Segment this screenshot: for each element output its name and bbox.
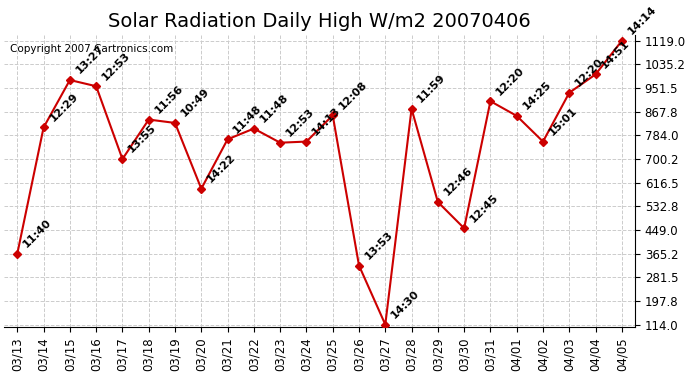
Text: 13:55: 13:55: [126, 123, 158, 155]
Text: 14:22: 14:22: [205, 152, 237, 184]
Text: 14:14: 14:14: [626, 4, 658, 36]
Title: Solar Radiation Daily High W/m2 20070406: Solar Radiation Daily High W/m2 20070406: [108, 12, 531, 31]
Text: 12:29: 12:29: [48, 91, 80, 123]
Text: 10:49: 10:49: [179, 87, 211, 119]
Text: 12:20: 12:20: [494, 65, 526, 97]
Text: 13:27: 13:27: [74, 44, 106, 76]
Text: 13:53: 13:53: [363, 230, 395, 261]
Text: 12:53: 12:53: [100, 50, 132, 82]
Text: 11:56: 11:56: [152, 83, 185, 115]
Text: 15:01: 15:01: [547, 105, 579, 137]
Text: Copyright 2007 Cartronics.com: Copyright 2007 Cartronics.com: [10, 44, 174, 54]
Text: 14:13: 14:13: [310, 105, 342, 137]
Text: 14:25: 14:25: [521, 80, 553, 112]
Text: 11:48: 11:48: [232, 103, 264, 135]
Text: 12:46: 12:46: [442, 165, 474, 198]
Text: 12:08: 12:08: [337, 79, 368, 111]
Text: 11:40: 11:40: [21, 217, 53, 249]
Text: 12:53: 12:53: [284, 106, 316, 138]
Text: 12:20: 12:20: [573, 56, 605, 88]
Text: 12:45: 12:45: [468, 192, 500, 224]
Text: 11:48: 11:48: [258, 92, 290, 124]
Text: 14:51: 14:51: [600, 38, 631, 70]
Text: 14:30: 14:30: [389, 288, 422, 320]
Text: 11:59: 11:59: [415, 72, 448, 105]
